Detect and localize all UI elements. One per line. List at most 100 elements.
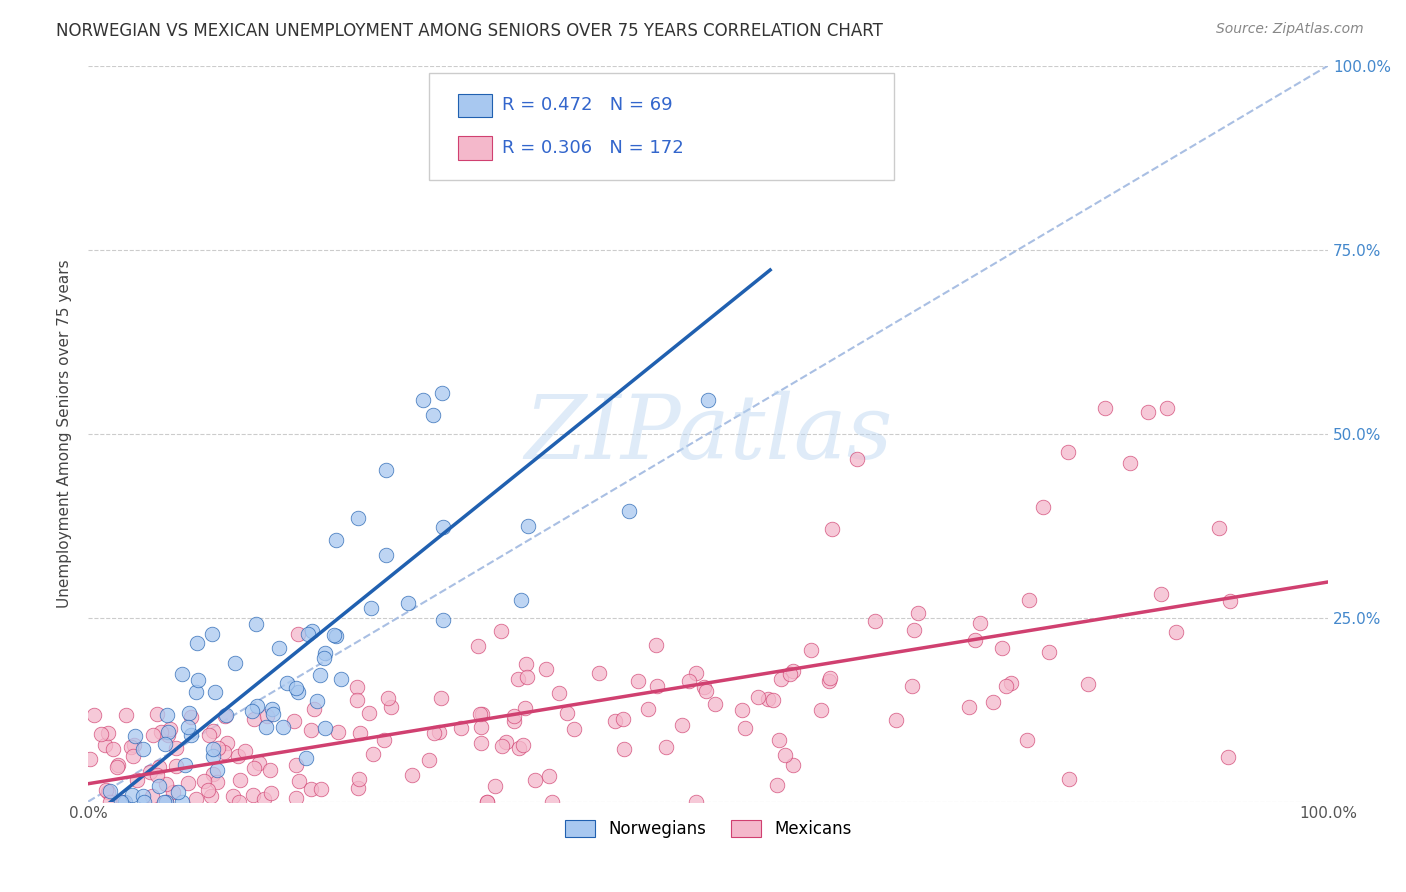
Point [125, 772, 148, 787]
Point [541, 795, 564, 809]
Point [655, 739, 678, 754]
Point [981, 694, 1004, 708]
Point [193, 774, 215, 789]
Point [246, 699, 269, 714]
Point [430, 386, 453, 401]
Point [153, 737, 176, 751]
Point [377, 690, 399, 705]
Point [429, 690, 451, 705]
Point [768, 733, 790, 747]
Point [374, 548, 396, 562]
Point [284, 681, 307, 695]
Point [180, 710, 202, 724]
Point [502, 708, 524, 723]
Point [969, 615, 991, 630]
Point [773, 748, 796, 763]
Point [204, 685, 226, 699]
Point [671, 718, 693, 732]
Text: ZIPatlas: ZIPatlas [524, 390, 893, 477]
Point [314, 721, 336, 735]
Point [475, 795, 498, 809]
Point [325, 629, 347, 643]
Point [1216, 750, 1239, 764]
Point [637, 702, 659, 716]
Point [1208, 521, 1230, 535]
Point [98, 795, 121, 809]
Point [177, 720, 200, 734]
Point [96, 782, 118, 797]
Point [256, 709, 278, 723]
Point [380, 700, 402, 714]
Point [180, 728, 202, 742]
Point [177, 706, 200, 720]
Point [259, 764, 281, 778]
Point [224, 656, 246, 670]
Point [201, 767, 224, 781]
Point [252, 792, 274, 806]
Point [734, 721, 756, 735]
Point [990, 641, 1012, 656]
Point [115, 708, 138, 723]
Point [297, 627, 319, 641]
Point [489, 624, 512, 638]
Point [538, 769, 561, 783]
Point [515, 701, 537, 715]
Point [695, 683, 717, 698]
Point [523, 773, 546, 788]
Point [170, 795, 193, 809]
Point [308, 668, 330, 682]
Point [165, 759, 187, 773]
Point [427, 725, 450, 739]
Point [242, 761, 264, 775]
Point [314, 646, 336, 660]
Point [97, 725, 120, 739]
Point [588, 666, 610, 681]
Point [1137, 404, 1160, 418]
Point [907, 606, 929, 620]
Point [214, 709, 236, 723]
Point [450, 721, 472, 735]
Point [564, 723, 586, 737]
Point [145, 706, 167, 721]
Point [508, 672, 530, 686]
Point [159, 722, 181, 736]
Point [304, 702, 326, 716]
Point [863, 614, 886, 628]
Point [693, 680, 716, 694]
Point [617, 504, 640, 518]
Point [276, 676, 298, 690]
Point [228, 749, 250, 764]
Point [800, 643, 823, 657]
Point [198, 728, 221, 742]
Point [174, 758, 197, 772]
Point [201, 742, 224, 756]
FancyBboxPatch shape [458, 94, 492, 117]
Point [155, 795, 177, 809]
Point [957, 699, 980, 714]
Point [254, 720, 277, 734]
Point [155, 795, 177, 809]
Point [422, 408, 444, 422]
Point [1032, 500, 1054, 515]
Point [110, 795, 132, 809]
Point [517, 518, 540, 533]
Point [502, 714, 524, 728]
Point [155, 776, 177, 790]
Point [124, 729, 146, 743]
Point [697, 393, 720, 408]
Point [215, 736, 238, 750]
Point [1094, 401, 1116, 415]
Point [484, 779, 506, 793]
Point [1150, 587, 1173, 601]
Point [349, 726, 371, 740]
Point [283, 714, 305, 728]
Point [900, 680, 922, 694]
Point [1156, 401, 1178, 415]
Point [155, 708, 177, 723]
Point [347, 511, 370, 525]
Point [299, 723, 322, 738]
Point [555, 706, 578, 721]
Point [262, 702, 284, 716]
Point [184, 792, 207, 806]
Point [201, 723, 224, 738]
